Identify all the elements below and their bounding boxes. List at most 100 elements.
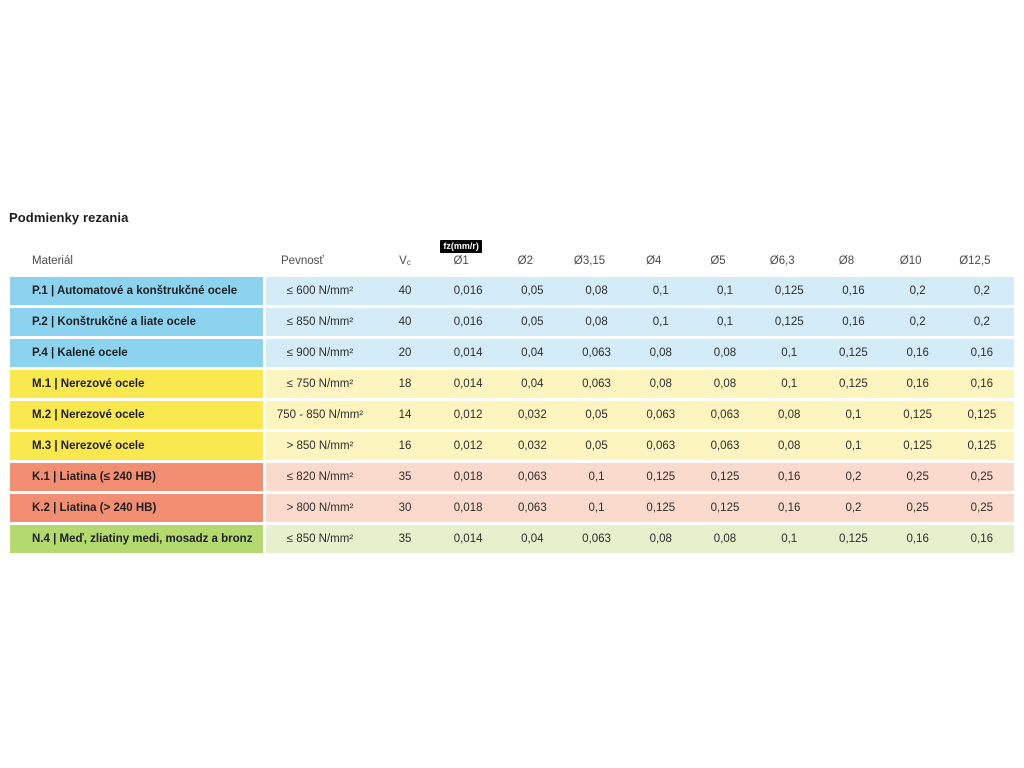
diameter-label: Ø2 xyxy=(517,255,533,267)
fz-value: 0,125 xyxy=(710,471,740,483)
fz-value: 0,04 xyxy=(521,378,544,390)
fz-value: 0,16 xyxy=(970,533,994,545)
vc-value: 35 xyxy=(398,533,412,545)
diameter-label: Ø5 xyxy=(710,255,726,267)
fz-value: 0,125 xyxy=(774,285,804,297)
row-values-band: ≤ 850 N/mm² 40 0,016 0,05 0,08 0,1 0,1 0,125 0… xyxy=(266,308,1014,336)
fz-value: 0,125 xyxy=(839,347,868,359)
column-header-diameter: Ø6,3 xyxy=(750,231,814,276)
fz-value: 0,018 xyxy=(453,502,483,514)
material-label-cell: N.4 | Meď, zliatiny medi, mosadz a bronz xyxy=(10,525,263,553)
fz-value: 0,1 xyxy=(845,409,862,421)
vc-value: 18 xyxy=(398,378,412,390)
fz-value: 0,2 xyxy=(973,285,990,297)
fz-value: 0,05 xyxy=(521,316,544,328)
row-values-band: > 800 N/mm² 30 0,018 0,063 0,1 0,125 0,125 0,… xyxy=(266,494,1014,522)
material-label-cell: M.1 | Nerezové ocele xyxy=(10,370,263,398)
diameter-label: Ø12,5 xyxy=(959,255,991,267)
fz-value: 0,125 xyxy=(774,316,804,328)
column-header-diameter: Ø12,5 xyxy=(943,231,1007,276)
fz-value: 0,04 xyxy=(521,347,544,359)
fz-value: 0,1 xyxy=(588,502,605,514)
fz-value: 0,05 xyxy=(585,440,608,452)
fz-value: 0,032 xyxy=(517,440,547,452)
fz-value: 0,012 xyxy=(453,440,483,452)
fz-value: 0,05 xyxy=(521,285,544,297)
material-label-cell: M.3 | Nerezové ocele xyxy=(10,432,263,460)
fz-value: 0,08 xyxy=(649,347,672,359)
fz-value: 0,125 xyxy=(646,471,676,483)
vc-value: 20 xyxy=(398,347,412,359)
fz-value: 0,2 xyxy=(973,316,990,328)
table-row: M.2 | Nerezové ocele 750 - 850 N/mm² 14 … xyxy=(10,401,1014,429)
table-row: K.1 | Liatina (≤ 240 HB) ≤ 820 N/mm² 35 … xyxy=(10,463,1014,491)
pevnost-value: ≤ 850 N/mm² xyxy=(286,316,354,328)
vc-value: 30 xyxy=(398,502,412,514)
fz-value: 0,1 xyxy=(845,440,862,452)
fz-value: 0,16 xyxy=(906,378,929,390)
fz-value: 0,1 xyxy=(716,285,733,297)
fz-value: 0,014 xyxy=(453,378,483,390)
fz-value: 0,125 xyxy=(646,502,676,514)
column-header-diameter: Ø10 xyxy=(879,231,943,276)
fz-value: 0,16 xyxy=(778,471,801,483)
fz-value: 0,063 xyxy=(646,440,676,452)
fz-value: 0,125 xyxy=(967,440,997,452)
pevnost-value: ≤ 850 N/mm² xyxy=(286,533,354,545)
row-values-band: ≤ 750 N/mm² 18 0,014 0,04 0,063 0,08 0,08 0,1… xyxy=(266,370,1014,398)
pevnost-value: > 800 N/mm² xyxy=(286,502,354,514)
fz-value: 0,08 xyxy=(585,285,608,297)
fz-value: 0,063 xyxy=(582,378,611,390)
row-values-band: 750 - 850 N/mm² 14 0,012 0,032 0,05 0,063 0,… xyxy=(266,401,1014,429)
fz-value: 0,012 xyxy=(453,409,483,421)
pevnost-value: ≤ 600 N/mm² xyxy=(286,285,354,297)
fz-value: 0,16 xyxy=(970,347,994,359)
material-label-cell: P.1 | Automatové a konštrukčné ocele xyxy=(10,277,263,305)
material-label-cell: K.1 | Liatina (≤ 240 HB) xyxy=(10,463,263,491)
fz-value: 0,2 xyxy=(845,502,862,514)
fz-unit-badge: fz(mm/r) xyxy=(440,240,482,253)
fz-value: 0,063 xyxy=(517,471,547,483)
cutting-conditions-table: P.1 | Automatové a konštrukčné ocele ≤ 6… xyxy=(10,277,1014,556)
fz-value: 0,04 xyxy=(521,533,544,545)
vc-symbol: V xyxy=(399,255,407,267)
fz-value: 0,08 xyxy=(778,409,801,421)
fz-value: 0,2 xyxy=(909,316,926,328)
row-values-band: > 850 N/mm² 16 0,012 0,032 0,05 0,063 0,063 0… xyxy=(266,432,1014,460)
fz-value: 0,063 xyxy=(646,409,676,421)
fz-value: 0,2 xyxy=(845,471,862,483)
pevnost-value: ≤ 900 N/mm² xyxy=(286,347,354,359)
fz-value: 0,08 xyxy=(713,533,737,545)
fz-value: 0,032 xyxy=(517,409,547,421)
material-label-cell: P.2 | Konštrukčné a liate ocele xyxy=(10,308,263,336)
fz-value: 0,016 xyxy=(453,285,483,297)
fz-value: 0,2 xyxy=(909,285,926,297)
vc-value: 40 xyxy=(398,285,412,297)
column-header-diameter: Ø8 xyxy=(814,231,878,276)
fz-value: 0,063 xyxy=(710,409,740,421)
table-row: P.1 | Automatové a konštrukčné ocele ≤ 6… xyxy=(10,277,1014,305)
row-values-band: ≤ 600 N/mm² 40 0,016 0,05 0,08 0,1 0,1 0,125 0… xyxy=(266,277,1014,305)
table-row: P.4 | Kalené ocele ≤ 900 N/mm² 20 0,014 0… xyxy=(10,339,1014,367)
fz-value: 0,08 xyxy=(713,347,737,359)
fz-value: 0,063 xyxy=(710,440,740,452)
vc-value: 14 xyxy=(398,409,412,421)
fz-value: 0,16 xyxy=(842,316,865,328)
fz-value: 0,25 xyxy=(970,502,994,514)
page-title: Podmienky rezania xyxy=(9,210,129,225)
fz-value: 0,25 xyxy=(906,471,929,483)
table-row: K.2 | Liatina (> 240 HB) > 800 N/mm² 30 … xyxy=(10,494,1014,522)
fz-value: 0,08 xyxy=(649,533,672,545)
fz-value: 0,16 xyxy=(906,347,929,359)
table-row: N.4 | Meď, zliatiny medi, mosadz a bronz… xyxy=(10,525,1014,553)
fz-value: 0,1 xyxy=(652,316,669,328)
material-label-cell: M.2 | Nerezové ocele xyxy=(10,401,263,429)
table-row: P.2 | Konštrukčné a liate ocele ≤ 850 N/… xyxy=(10,308,1014,336)
pevnost-value: ≤ 820 N/mm² xyxy=(286,471,354,483)
fz-value: 0,25 xyxy=(906,502,929,514)
fz-value: 0,1 xyxy=(652,285,669,297)
column-header-diameter: fz(mm/r) Ø1 xyxy=(429,231,493,276)
fz-value: 0,125 xyxy=(839,378,868,390)
